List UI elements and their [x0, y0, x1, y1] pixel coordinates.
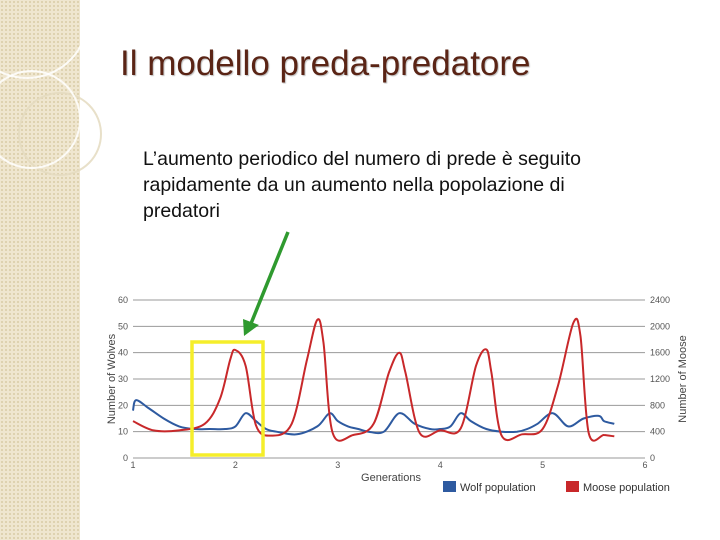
slide-title: Il modello preda-predatore	[120, 44, 531, 83]
pointer-arrow-shaft	[248, 231, 290, 327]
y-tick-label-right: 0	[650, 453, 655, 463]
highlight-box	[190, 340, 265, 457]
y-tick-label-left: 10	[118, 427, 128, 437]
y-tick-label-left: 50	[118, 321, 128, 331]
y-axis-title-right: Number of Moose	[677, 335, 689, 422]
x-tick-label: 5	[540, 460, 545, 470]
y-axis-title-left: Number of Wolves	[106, 333, 118, 424]
slide-body-text: L’aumento periodico del numero di prede …	[143, 148, 581, 222]
x-axis-title: Generations	[361, 472, 421, 484]
x-tick-label: 3	[335, 460, 340, 470]
moose-population-line	[132, 317, 615, 442]
legend-label: Wolf population	[460, 482, 536, 494]
x-tick-label: 2	[233, 460, 238, 470]
y-tick-label-left: 0	[123, 453, 128, 463]
x-tick-label: 4	[438, 460, 443, 470]
y-tick-label-right: 2000	[650, 321, 670, 331]
y-tick-label-left: 20	[118, 400, 128, 410]
pointer-arrow-head	[243, 319, 259, 336]
legend-swatch	[566, 481, 579, 492]
y-tick-label-left: 30	[118, 374, 128, 384]
wolf-population-line	[132, 399, 615, 436]
y-tick-label-right: 800	[650, 400, 665, 410]
y-tick-label-right: 1200	[650, 374, 670, 384]
x-tick-label: 6	[642, 460, 647, 470]
y-tick-label-right: 400	[650, 427, 665, 437]
y-tick-label-right: 1600	[650, 348, 670, 358]
y-tick-label-right: 2400	[650, 295, 670, 305]
y-tick-label-left: 60	[118, 295, 128, 305]
y-tick-label-left: 40	[118, 348, 128, 358]
legend-swatch	[443, 481, 456, 492]
x-tick-label: 1	[130, 460, 135, 470]
decorative-circle	[0, 70, 81, 169]
legend-label: Moose population	[583, 482, 670, 494]
